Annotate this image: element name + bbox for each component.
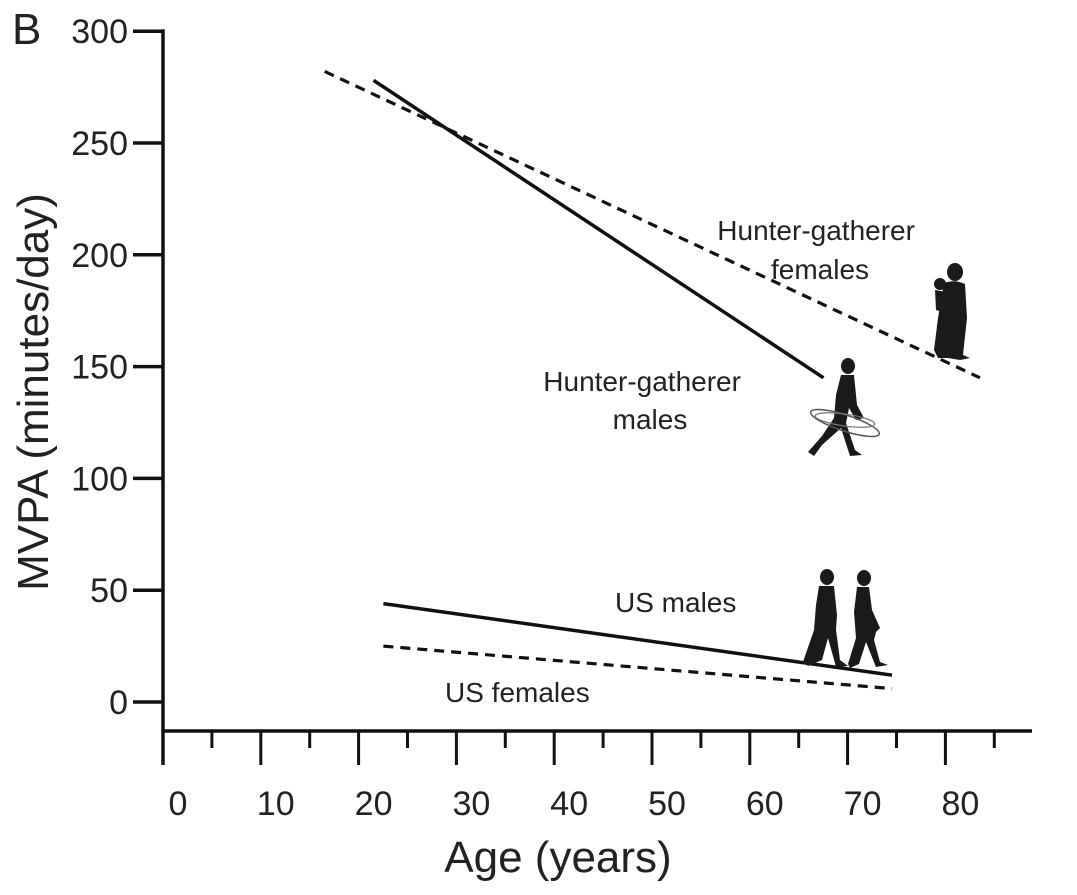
x-tick-label: 10 bbox=[257, 785, 295, 823]
y-tick-label: 250 bbox=[71, 125, 128, 163]
annotation-us-females: US females bbox=[445, 677, 590, 708]
annotation-us-males-line-1: US males bbox=[615, 587, 736, 618]
x-tick-label: 70 bbox=[844, 785, 882, 823]
y-axis: 0 50 100 150 200 250 300 MVPA (minutes/day) bbox=[9, 13, 165, 765]
annotation-hg-females-line-1: Hunter-gatherer bbox=[717, 215, 915, 246]
us-male-walker-silhouette-icon bbox=[803, 569, 848, 667]
x-axis-title: Age (years) bbox=[444, 833, 671, 882]
annotation-hg-males-line-1: Hunter-gatherer bbox=[543, 366, 741, 397]
annotation-hg-males-line-2: males bbox=[613, 404, 688, 435]
x-tick-label: 60 bbox=[746, 785, 784, 823]
hunter-gatherer-female-silhouette-icon bbox=[934, 263, 970, 360]
x-tick-label: 50 bbox=[648, 785, 686, 823]
y-tick-label: 0 bbox=[109, 684, 128, 722]
y-tick-label: 50 bbox=[90, 572, 128, 610]
series-line-hunter-gatherer-females bbox=[324, 69, 981, 380]
annotation-us-males: US males bbox=[615, 587, 736, 618]
x-tick-label: 40 bbox=[550, 785, 588, 823]
annotation-hg-females-line-2: females bbox=[771, 254, 869, 285]
x-tick-label: 80 bbox=[941, 785, 979, 823]
x-tick-label: 30 bbox=[452, 785, 490, 823]
y-axis-title: MVPA (minutes/day) bbox=[9, 193, 58, 591]
annotation-us-females-line-1: US females bbox=[445, 677, 590, 708]
x-tick-label: 0 bbox=[169, 785, 188, 823]
y-tick-label: 200 bbox=[71, 237, 128, 275]
y-tick-label: 300 bbox=[71, 13, 128, 51]
series-line-us-females bbox=[383, 644, 893, 691]
us-female-walker-silhouette-icon bbox=[848, 570, 888, 668]
hunter-gatherer-male-silhouette-icon bbox=[808, 358, 881, 456]
series-layer bbox=[324, 69, 981, 691]
annotation-hg-females: Hunter-gatherer females bbox=[717, 215, 922, 285]
y-tick-label: 100 bbox=[71, 460, 128, 498]
panel-label: B bbox=[12, 5, 41, 54]
y-tick-label: 150 bbox=[71, 349, 128, 387]
x-axis: 0 10 20 30 40 50 60 70 80 Age (years) bbox=[161, 729, 1032, 882]
annotation-hg-males: Hunter-gatherer males bbox=[543, 366, 748, 435]
x-tick-label: 20 bbox=[355, 785, 393, 823]
